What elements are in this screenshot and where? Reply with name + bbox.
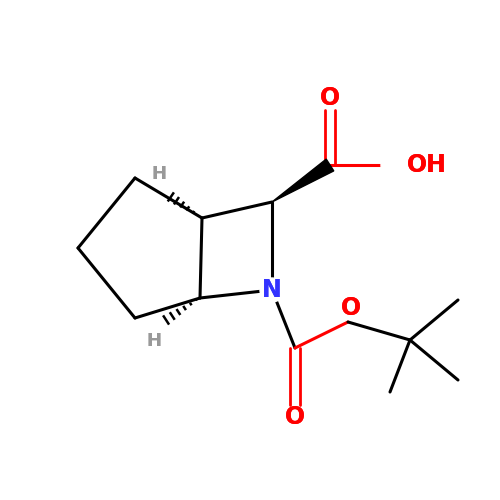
Text: OH: OH (407, 153, 447, 177)
Circle shape (381, 151, 409, 179)
Text: O: O (341, 296, 361, 320)
Text: H: H (146, 332, 162, 350)
Text: H: H (146, 332, 162, 350)
Text: O: O (341, 296, 361, 320)
Circle shape (341, 298, 361, 318)
Circle shape (320, 88, 340, 108)
Text: N: N (262, 278, 282, 302)
Text: O: O (320, 86, 340, 110)
Text: H: H (152, 165, 166, 183)
Polygon shape (272, 159, 334, 202)
Text: O: O (320, 86, 340, 110)
Text: OH: OH (407, 153, 447, 177)
Text: H: H (152, 165, 166, 183)
Text: O: O (285, 405, 305, 429)
Text: O: O (285, 405, 305, 429)
Text: N: N (262, 278, 282, 302)
Circle shape (285, 407, 305, 427)
Circle shape (260, 278, 284, 302)
